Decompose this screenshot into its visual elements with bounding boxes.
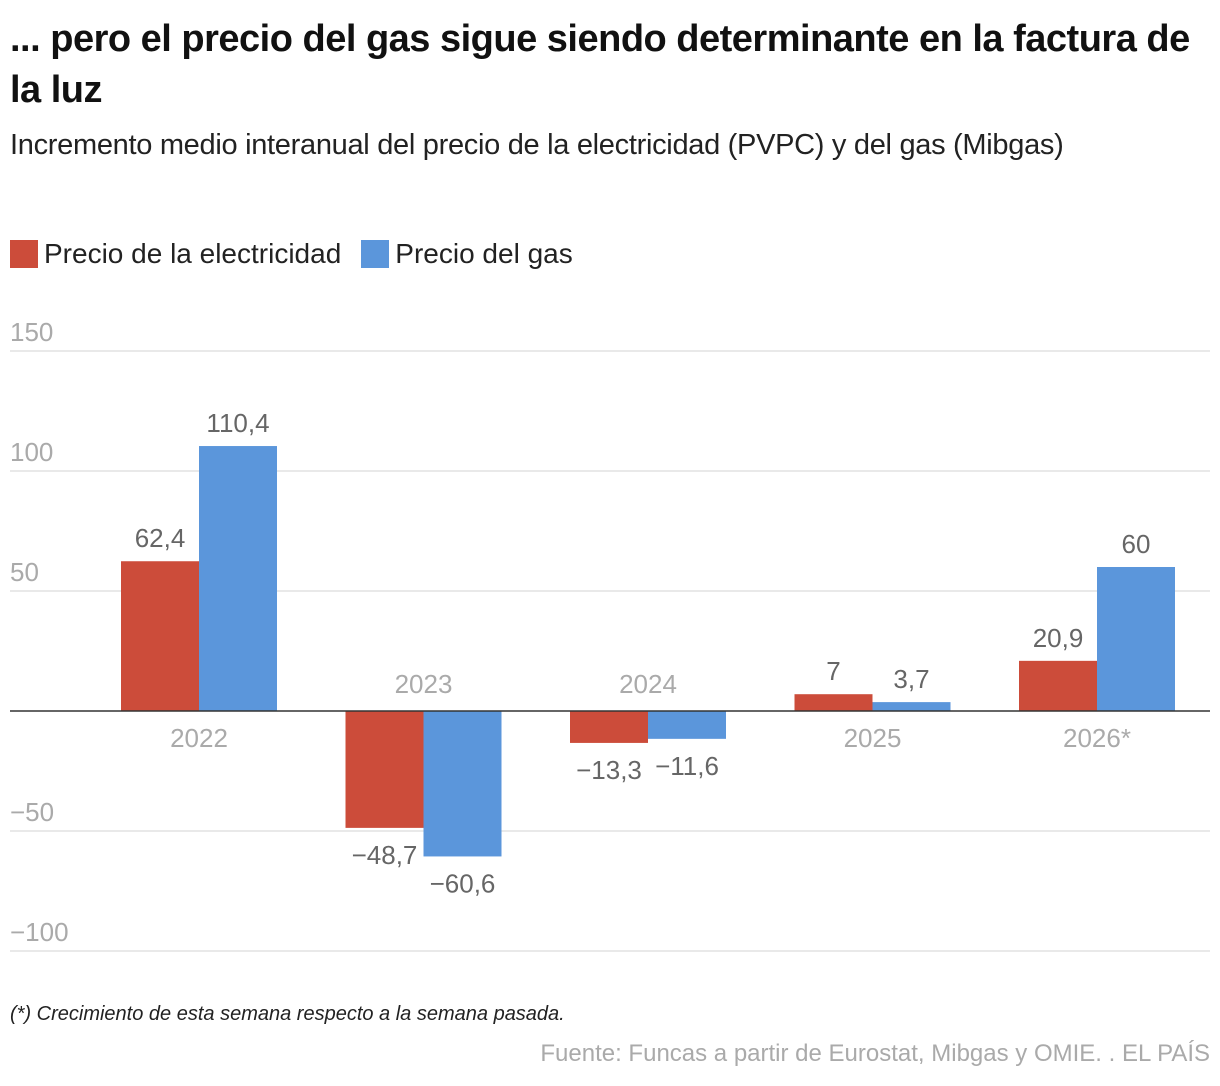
x-tick-label: 2022	[170, 723, 228, 753]
legend-label-electricity: Precio de la electricidad	[44, 238, 342, 269]
bar	[794, 694, 873, 711]
y-tick-label: 150	[10, 317, 53, 347]
y-tick-label: 50	[10, 557, 39, 587]
data-label: 20,9	[1033, 623, 1084, 653]
x-tick-label: 2026*	[1063, 723, 1131, 753]
bar	[345, 711, 424, 828]
y-tick-label: −50	[10, 797, 54, 827]
bar	[648, 711, 726, 739]
x-tick-label: 2024	[619, 669, 677, 699]
data-label: 60	[1122, 529, 1151, 559]
bar	[423, 711, 502, 857]
legend-item-electricity: Precio de la electricidad	[10, 238, 341, 270]
bar-chart: 150 100 50 −50 −100 62,4 110,4 2022 −48,7 −60,6 20…	[10, 317, 1210, 952]
y-tick-label: 100	[10, 437, 53, 467]
data-label: −48,7	[352, 840, 418, 870]
bar	[872, 702, 951, 711]
bar	[1019, 660, 1097, 711]
legend: Precio de la electricidad Precio del gas	[10, 238, 593, 270]
x-tick-label: 2025	[844, 723, 902, 753]
legend-swatch-gas	[361, 240, 390, 268]
chart-title: ... pero el precio del gas sigue siendo …	[10, 18, 1190, 111]
x-tick-label: 2023	[395, 669, 453, 699]
chart-subtitle: Incremento medio interanual del precio d…	[10, 129, 1064, 161]
bar	[121, 561, 199, 711]
data-label: 3,7	[893, 664, 929, 694]
data-label: 7	[826, 656, 840, 686]
source: Fuente: Funcas a partir de Eurostat, Mib…	[540, 1040, 1210, 1067]
bar	[570, 711, 648, 743]
data-label: 110,4	[206, 408, 269, 438]
data-label: −13,3	[576, 755, 642, 785]
bar	[199, 446, 277, 711]
legend-swatch-electricity	[10, 240, 38, 268]
footnote: (*) Crecimiento de esta semana respecto …	[10, 1003, 565, 1025]
data-label: 62,4	[135, 523, 186, 553]
bar	[1097, 567, 1175, 711]
data-label: −11,6	[655, 751, 719, 781]
legend-label-gas: Precio del gas	[395, 238, 573, 269]
y-tick-label: −100	[10, 917, 69, 947]
data-label: −60,6	[430, 868, 496, 898]
legend-item-gas: Precio del gas	[361, 238, 573, 270]
